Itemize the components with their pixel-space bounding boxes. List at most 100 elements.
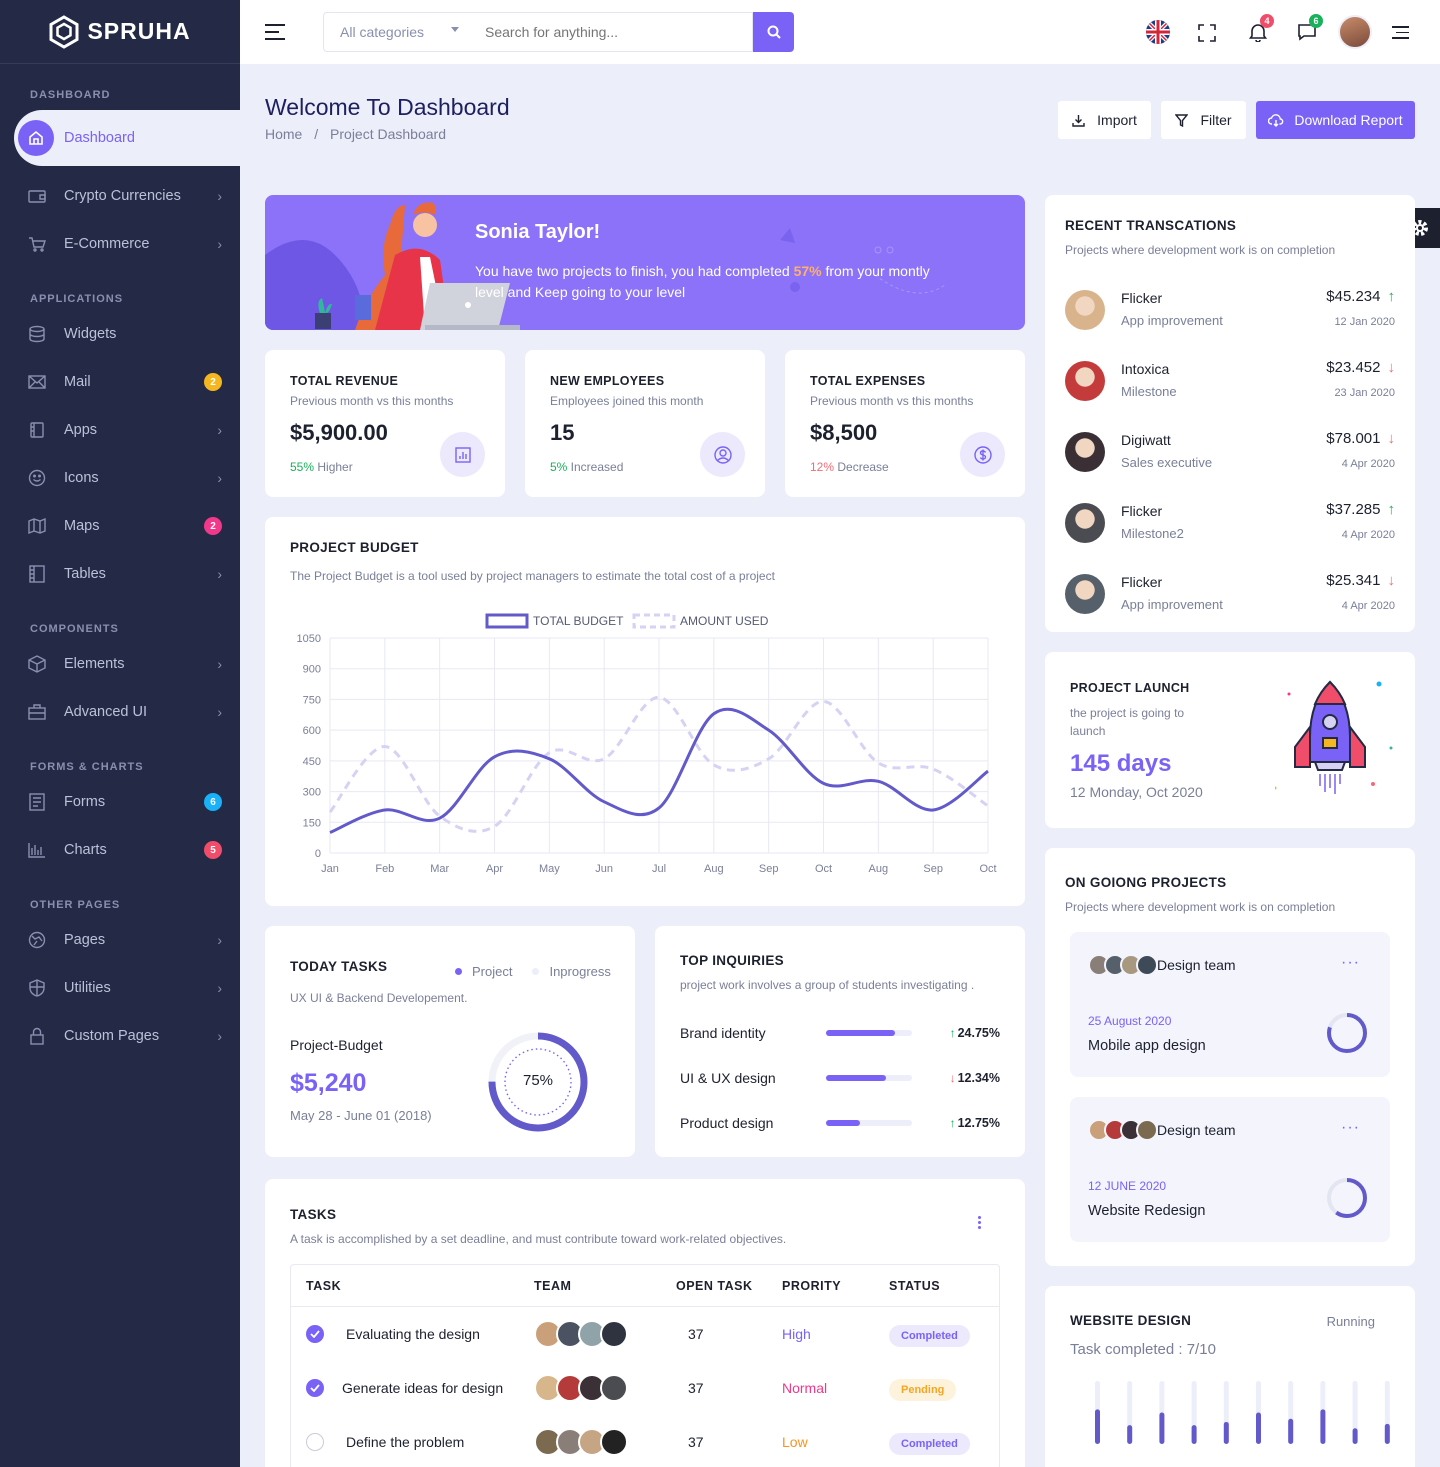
transaction-row[interactable]: Flicker App improvement $45.234 ↑ 12 Jan 202… xyxy=(1065,288,1395,338)
dollar-icon xyxy=(960,432,1005,477)
notifications-button[interactable]: 4 xyxy=(1248,14,1274,44)
stat-change: 5% Increased xyxy=(550,460,740,474)
menu-toggle-icon[interactable] xyxy=(265,24,285,40)
transaction-row[interactable]: Digiwatt Sales executive $78.001 ↓ 4 Apr 202… xyxy=(1065,430,1395,480)
chart-grid xyxy=(329,637,989,854)
website-bar xyxy=(1288,1418,1294,1444)
brand-logo[interactable]: SPRUHA xyxy=(0,0,240,64)
search-button[interactable] xyxy=(753,12,794,52)
sidebar-item-label: Custom Pages xyxy=(64,1028,160,1044)
project-more-icon[interactable]: ··· xyxy=(1341,1119,1360,1136)
sidebar-item-icons[interactable]: Icons › xyxy=(0,454,240,502)
sidebar-item-apps[interactable]: Apps › xyxy=(0,406,240,454)
sidebar-item-forms[interactable]: Forms 6 xyxy=(0,778,240,826)
arrow-up-icon: ↑ xyxy=(1387,288,1396,305)
sidebar-item-advanced-ui[interactable]: Advanced UI › xyxy=(0,688,240,736)
today-tasks-title: TODAY TASKS xyxy=(290,959,388,974)
team-avatars xyxy=(534,1320,670,1348)
download-report-button[interactable]: Download Report xyxy=(1256,101,1415,139)
search-input[interactable] xyxy=(473,12,753,52)
team-member-avatar[interactable] xyxy=(600,1374,628,1402)
user-avatar[interactable] xyxy=(1338,15,1372,49)
project-more-icon[interactable]: ··· xyxy=(1341,954,1360,971)
table-row[interactable]: Generate ideas for design 37 Normal Pending xyxy=(291,1361,999,1415)
team-member-avatar[interactable] xyxy=(600,1320,628,1348)
sidebar-item-charts[interactable]: Charts 5 xyxy=(0,826,240,874)
transaction-amount: $37.285 ↑ xyxy=(1326,501,1395,518)
sidebar-item-custom-pages[interactable]: Custom Pages › xyxy=(0,1012,240,1060)
priority-label: High xyxy=(782,1326,811,1342)
transaction-row[interactable]: Flicker App improvement $25.341 ↓ 4 Apr 2020 xyxy=(1065,572,1395,622)
sidebar-item-mail[interactable]: Mail 2 xyxy=(0,358,240,406)
team-avatars xyxy=(1088,1119,1158,1141)
task-progress-ring xyxy=(488,1032,588,1132)
tasks-title: TASKS xyxy=(290,1207,337,1222)
sidebar-item-label: Dashboard xyxy=(64,130,135,146)
sidebar-item-maps[interactable]: Maps 2 xyxy=(0,502,240,550)
user-circle-icon xyxy=(700,432,745,477)
stat-title: TOTAL EXPENSES xyxy=(810,374,926,388)
ongoing-project-card[interactable]: Design team ··· 12 JUNE 2020 Website Redesi… xyxy=(1070,1097,1390,1242)
stat-subtitle: Previous month vs this months xyxy=(810,394,974,408)
inquiry-row: Brand identity ↑ 24.75% xyxy=(680,1021,1000,1045)
column-header-open-task: OPEN TASK xyxy=(676,1278,753,1293)
sidebar-item-utilities[interactable]: Utilities › xyxy=(0,964,240,1012)
table-row[interactable]: Define the problem 37 Low Completed xyxy=(291,1415,999,1467)
website-bar xyxy=(1384,1423,1390,1444)
team-member-avatar[interactable] xyxy=(600,1428,628,1456)
sidebar-item-crypto-currencies[interactable]: Crypto Currencies › xyxy=(0,172,240,220)
cart-icon xyxy=(28,235,46,253)
ongoing-title: ON GOIONG PROJECTS xyxy=(1065,875,1227,890)
transaction-row[interactable]: Intoxica Milestone $23.452 ↓ 23 Jan 2020 xyxy=(1065,359,1395,409)
arrow-up-icon: ↑ xyxy=(1387,501,1396,518)
checked-circle-icon[interactable] xyxy=(306,1325,324,1343)
fullscreen-icon[interactable] xyxy=(1198,24,1216,42)
project-name: Website Redesign xyxy=(1088,1203,1206,1219)
language-flag-icon[interactable] xyxy=(1146,20,1170,44)
team-avatars xyxy=(534,1374,670,1402)
sidebar-item-tables[interactable]: Tables › xyxy=(0,550,240,598)
transaction-name: Flicker xyxy=(1121,503,1163,519)
filter-button[interactable]: Filter xyxy=(1161,101,1246,139)
chevron-right-icon: › xyxy=(217,980,222,996)
sidebar-item-pages[interactable]: Pages › xyxy=(0,916,240,964)
sidebar-item-label: Tables xyxy=(64,566,106,582)
x-tick-label: Apr xyxy=(486,863,503,875)
inquiry-row: Product design ↑ 12.75% xyxy=(680,1111,1000,1135)
download-icon xyxy=(1072,114,1085,127)
column-header-task: TASK xyxy=(306,1278,342,1293)
arrow-down-icon: ↓ xyxy=(949,1071,956,1085)
stat-card-new-employees: NEW EMPLOYEES Employees joined this month… xyxy=(525,350,765,497)
stat-subtitle: Previous month vs this months xyxy=(290,394,454,408)
tasks-more-icon[interactable] xyxy=(978,1216,982,1229)
task-name: Define the problem xyxy=(346,1434,465,1450)
project-budget-value: $5,240 xyxy=(290,1069,367,1097)
transaction-row[interactable]: Flicker Milestone2 $37.285 ↑ 4 Apr 2020 xyxy=(1065,501,1395,551)
lock-icon xyxy=(28,1027,46,1045)
legend-dot-project xyxy=(455,968,462,975)
ongoing-project-card[interactable]: Design team ··· 25 August 2020 Mobile app d… xyxy=(1070,932,1390,1077)
series-line-amount-used xyxy=(328,695,989,833)
sidebar-item-e-commerce[interactable]: E-Commerce › xyxy=(0,220,240,268)
breadcrumb-home[interactable]: Home xyxy=(265,126,303,142)
tasks-table: TASK TEAM OPEN TASK PRORITY STATUS Evaluatin… xyxy=(290,1264,1000,1467)
chevron-right-icon: › xyxy=(217,932,222,948)
messages-button[interactable]: 6 xyxy=(1297,14,1323,44)
website-bar xyxy=(1320,1409,1326,1444)
sidebar-item-widgets[interactable]: Widgets xyxy=(0,310,240,358)
sidebar-item-dashboard[interactable]: Dashboard xyxy=(14,110,240,166)
message-count-badge: 6 xyxy=(1309,14,1323,28)
website-bar xyxy=(1127,1425,1133,1444)
import-button[interactable]: Import xyxy=(1058,101,1151,139)
transaction-avatar xyxy=(1065,503,1105,543)
today-tasks-subtitle: UX UI & Backend Developement. xyxy=(290,991,468,1005)
shield-icon xyxy=(28,979,46,997)
category-select[interactable]: All categories xyxy=(323,12,474,52)
sidebar-item-elements[interactable]: Elements › xyxy=(0,640,240,688)
unchecked-circle-icon[interactable] xyxy=(306,1433,324,1451)
right-menu-icon[interactable] xyxy=(1392,26,1409,39)
table-row[interactable]: Evaluating the design 37 High Completed xyxy=(291,1307,999,1361)
welcome-percent: 57% xyxy=(793,263,822,279)
checked-circle-icon[interactable] xyxy=(306,1379,324,1397)
